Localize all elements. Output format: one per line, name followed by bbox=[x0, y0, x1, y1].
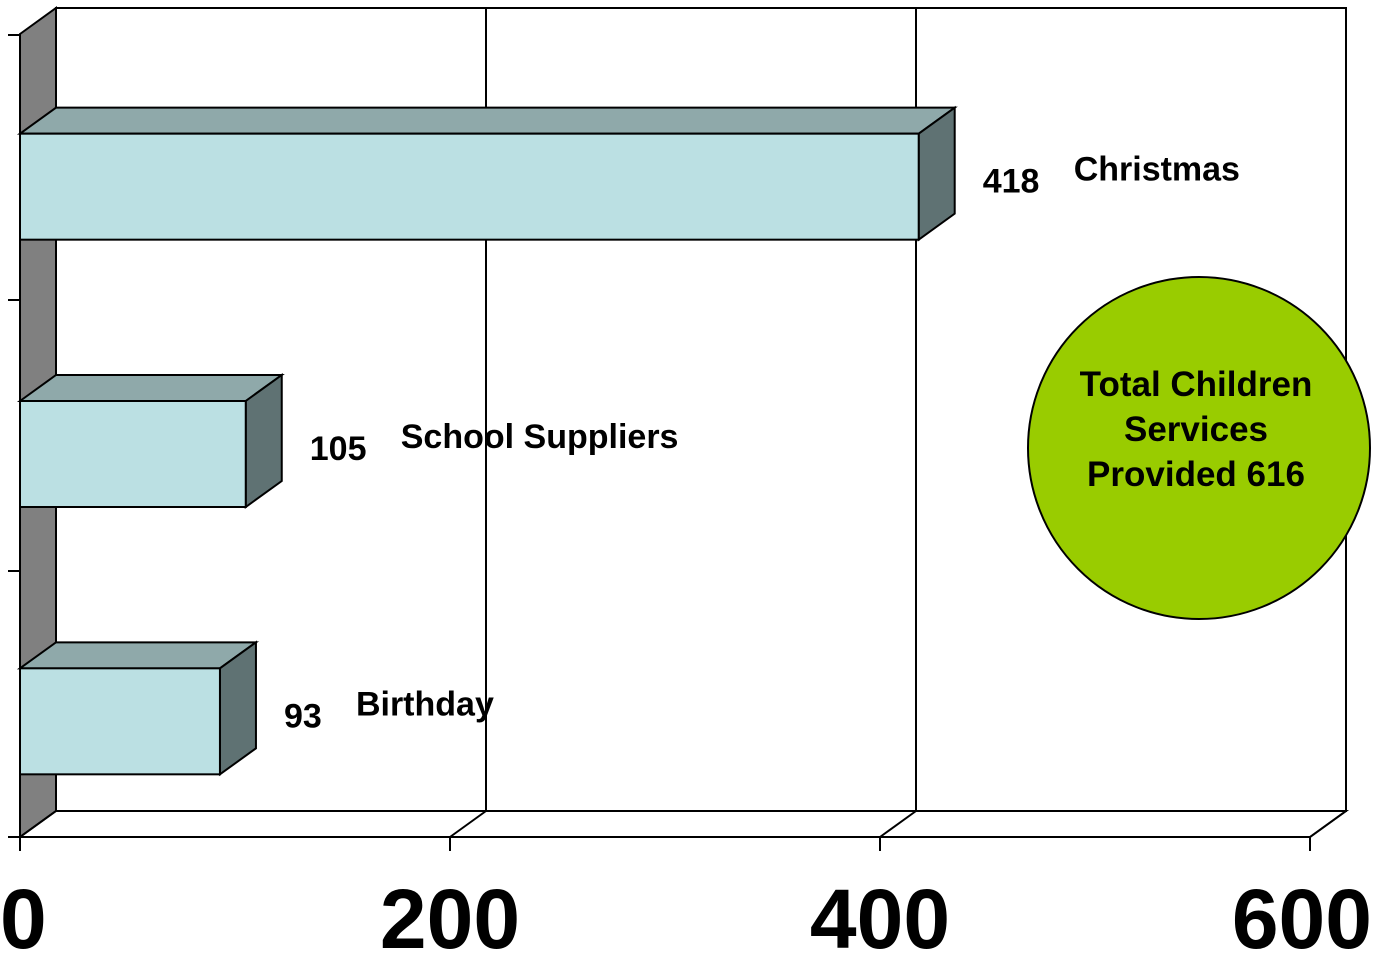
floor-gridline bbox=[1309, 810, 1347, 838]
total-callout: Total Children Services Provided 616 bbox=[1027, 276, 1371, 620]
bar-top bbox=[16, 641, 260, 670]
floor-gridline bbox=[879, 810, 917, 838]
floor-gridline bbox=[449, 810, 487, 838]
bar-value-label: 418 bbox=[983, 163, 1040, 201]
bar-category-label: School Suppliers bbox=[401, 418, 679, 456]
bar-value-label: 105 bbox=[310, 430, 367, 468]
x-tick-label: 200 bbox=[380, 872, 520, 956]
total-callout-line: Services bbox=[1124, 410, 1268, 449]
x-tick-label: 600 bbox=[1232, 872, 1372, 956]
floor-gridline bbox=[19, 810, 57, 838]
bar-top bbox=[16, 374, 285, 402]
floor bbox=[16, 810, 1350, 838]
data-labels: 93 Birthday 105 School Suppliers 418 Christma… bbox=[284, 151, 1240, 736]
x-tick-label: 0 bbox=[0, 872, 47, 956]
bars bbox=[16, 105, 958, 777]
total-callout-line: Total Children bbox=[1080, 365, 1313, 404]
bar bbox=[19, 132, 920, 241]
x-axis: 0 200 400 600 bbox=[0, 34, 1372, 956]
bar-category-label: Christmas bbox=[1074, 151, 1240, 189]
bar-top bbox=[16, 106, 958, 135]
total-callout-line: Provided 616 bbox=[1087, 455, 1305, 494]
bar bbox=[19, 400, 247, 508]
x-tick-label: 400 bbox=[810, 872, 950, 956]
total-callout-circle bbox=[1027, 276, 1371, 620]
bar-value-label: 93 bbox=[284, 697, 322, 735]
bar-category-label: Birthday bbox=[356, 685, 494, 723]
bar bbox=[19, 667, 221, 776]
